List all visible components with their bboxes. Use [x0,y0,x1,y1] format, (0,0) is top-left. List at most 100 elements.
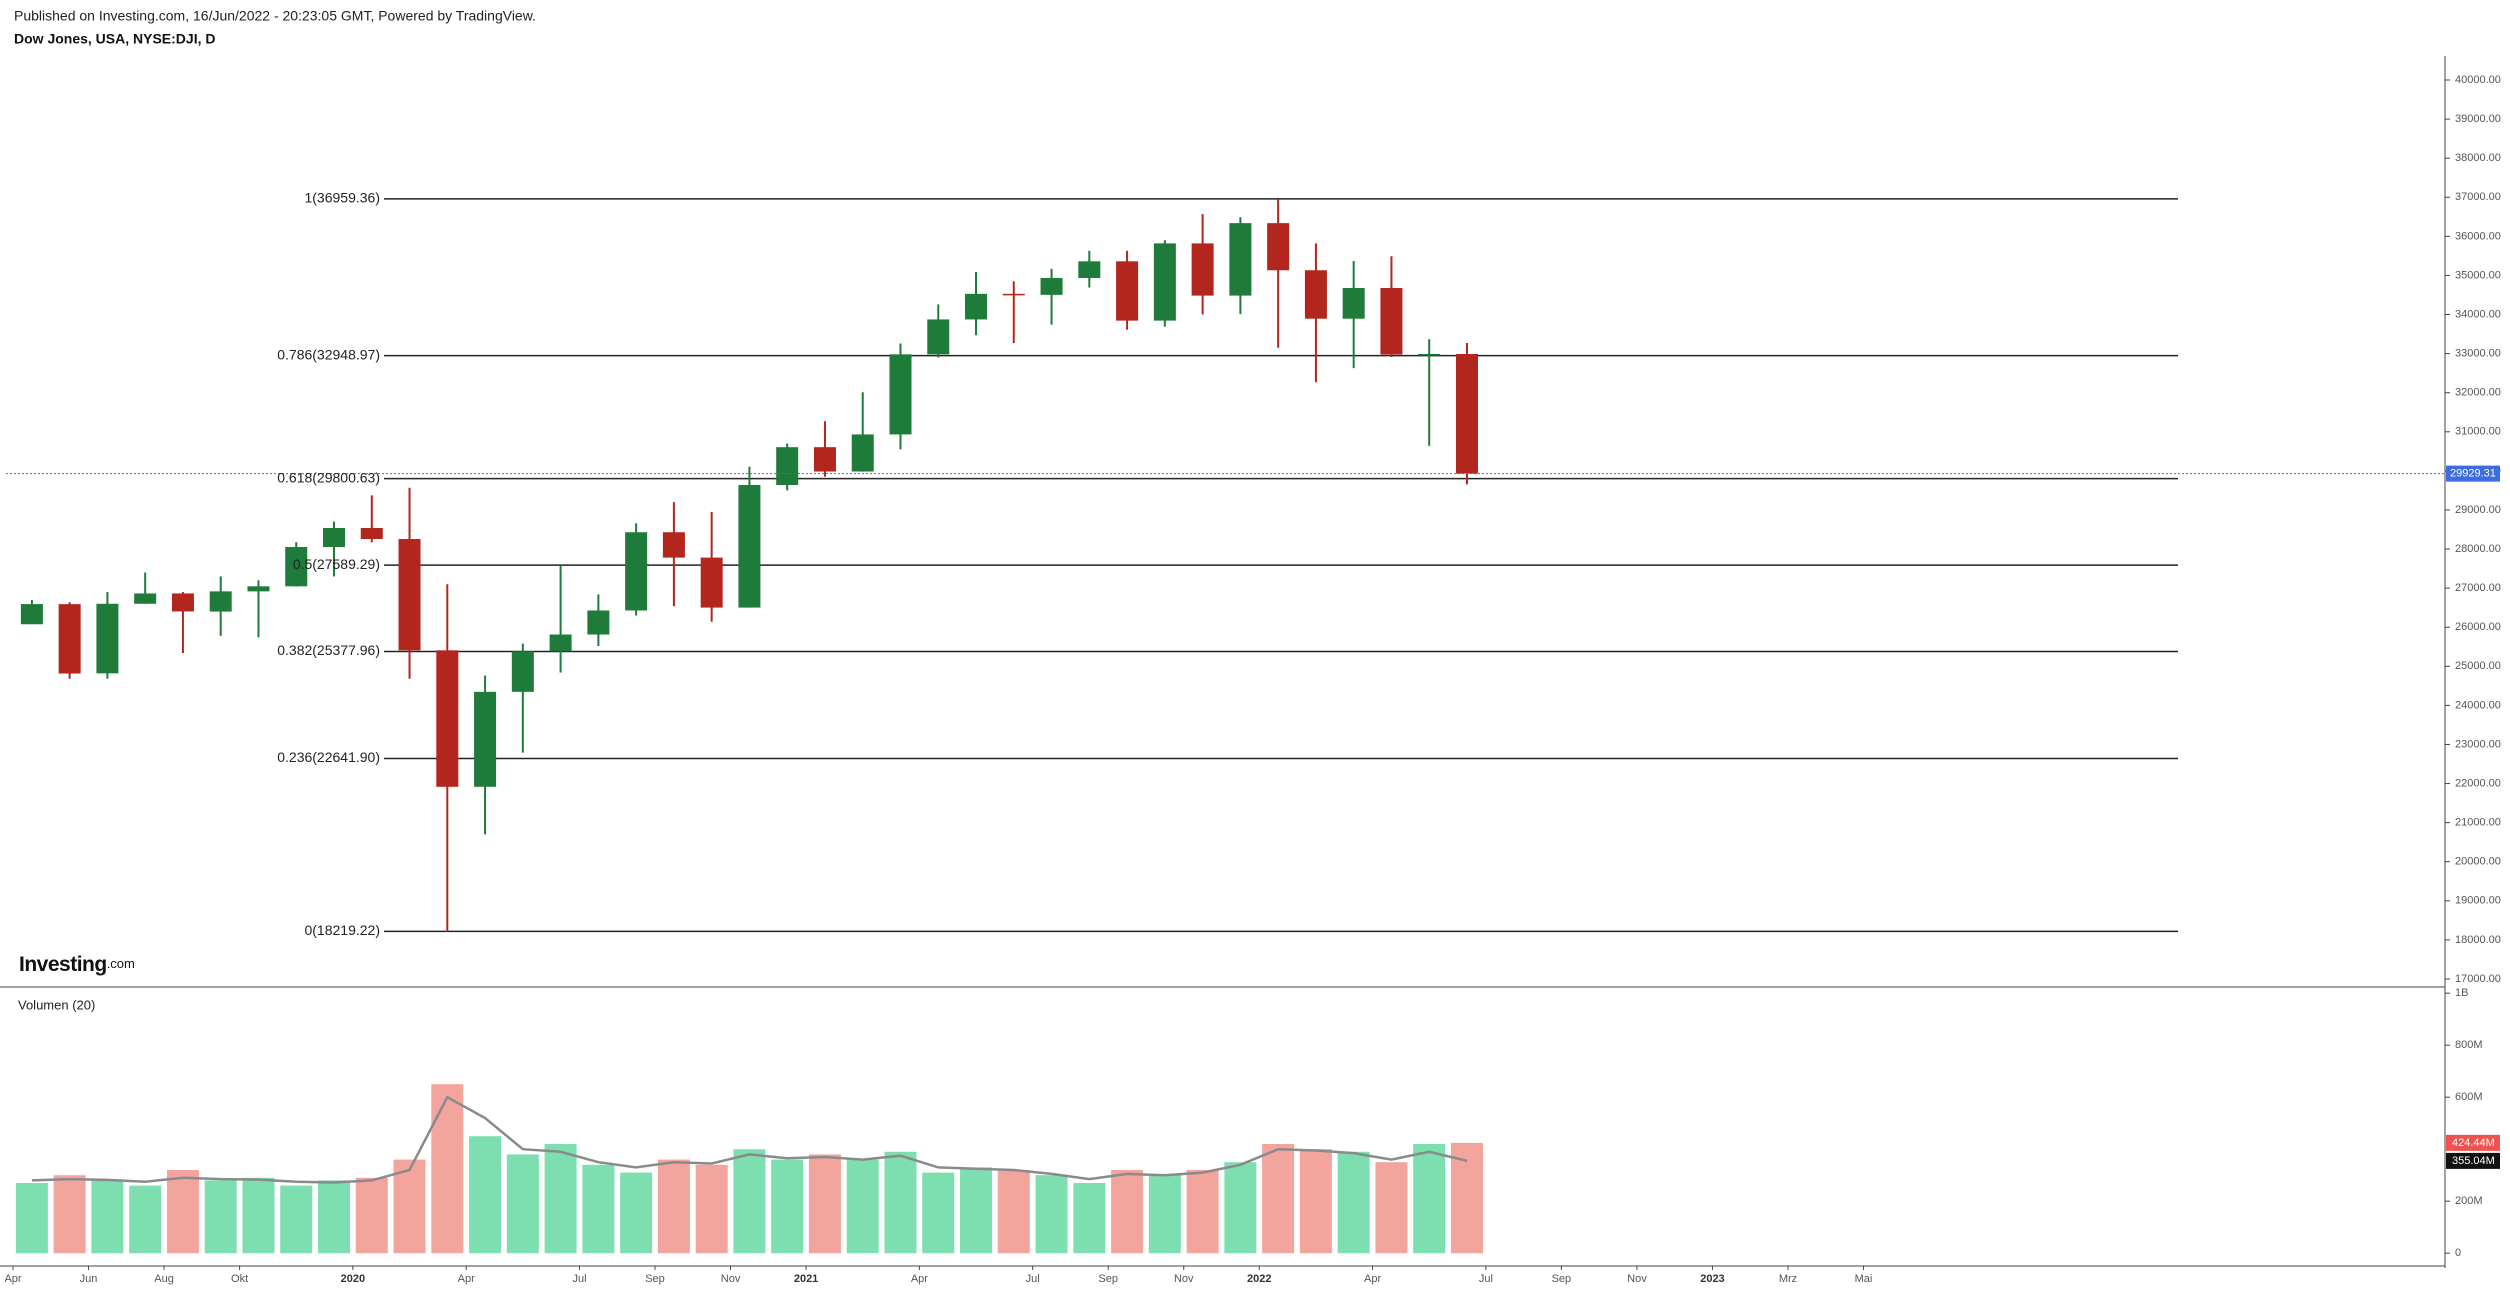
candle-body [134,593,157,604]
candle-body [1153,243,1176,321]
volume-bar [1262,1144,1295,1254]
y-tick-label: 20000.00 [2455,856,2501,868]
y-tick-label: 19000.00 [2455,895,2501,907]
candle-body [360,528,383,540]
x-tick-label: Apr [4,1273,21,1285]
fib-label: 0.382(25377.96) [277,642,380,658]
candle-body [776,447,799,486]
logo-main: Investing [19,953,107,976]
volume-bar [657,1159,690,1254]
y-tick-label: 800M [2455,1039,2483,1051]
volume-bar [242,1177,275,1254]
volume-last-box [2446,1134,2500,1151]
y-tick-label: 17000.00 [2455,973,2501,985]
volume-bar [1299,1149,1332,1254]
x-tick-label: Mai [1855,1273,1873,1285]
y-tick-label: 200M [2455,1195,2483,1207]
logo-suffix: .com [107,956,135,971]
volume-bar [204,1180,237,1254]
candle-body [1455,353,1478,474]
candle-body [511,651,534,692]
price-pane [6,198,2445,933]
candle-body [625,532,648,611]
fib-label: 0.5(27589.29) [293,556,380,572]
volume-bar [1413,1144,1446,1254]
x-tick-label: 2021 [794,1273,818,1285]
candle-body [247,586,270,592]
volume-bar [506,1154,539,1254]
candle-body [889,354,912,435]
y-tick-label: 32000.00 [2455,387,2501,399]
ma-last-box [2446,1152,2500,1169]
candle-body [285,547,308,587]
volume-bar [1073,1183,1106,1254]
candle-body [549,634,572,652]
volume-bar [1035,1175,1068,1254]
logo: Investing.com [19,953,135,976]
volume-bar [733,1149,766,1254]
candle-body [1267,223,1290,271]
x-tick-label: Nov [1627,1273,1647,1285]
volume-bar [544,1144,577,1254]
y-tick-label: 21000.00 [2455,817,2501,829]
candle-body [474,691,497,787]
volume-bar [15,1183,48,1254]
volume-bar [280,1185,313,1254]
y-tick-label: 34000.00 [2455,308,2501,320]
fib-label: 0(18219.22) [304,922,380,938]
x-tick-label: Apr [911,1273,928,1285]
candle-body [1002,293,1025,296]
y-tick-label: 27000.00 [2455,582,2501,594]
x-tick-label: Aug [154,1273,174,1285]
x-tick-label: Nov [721,1273,741,1285]
volume-bar [1375,1162,1408,1254]
candle-body [1116,261,1139,321]
candle-body [436,650,459,787]
volume-ma-line [31,1095,1468,1184]
volume-bar [997,1170,1030,1254]
volume-bar [1337,1151,1370,1254]
y-tick-label: 33000.00 [2455,348,2501,360]
x-tick-label: Jul [1026,1273,1040,1285]
y-tick-label: 25000.00 [2455,660,2501,672]
volume-bar [355,1177,388,1254]
candle-body [58,604,81,674]
candle-body [927,319,950,355]
candle-body [738,485,761,608]
y-tick-label: 23000.00 [2455,738,2501,750]
candle-body [20,604,43,625]
candle-body [96,603,119,674]
candle-body [323,528,346,548]
y-tick-label: 26000.00 [2455,621,2501,633]
candle-body [851,434,874,472]
volume-bar [620,1172,653,1254]
volume-bar [922,1172,955,1254]
volume-bar [469,1136,502,1254]
x-tick-label: Apr [458,1273,475,1285]
ma-last-label: 355.04M [2452,1155,2495,1167]
fib-label: 0.786(32948.97) [277,346,380,362]
candle-body [662,532,685,558]
y-tick-label: 31000.00 [2455,426,2501,438]
volume-bar [808,1154,841,1254]
volume-bar [1148,1175,1181,1254]
candle-body [587,610,610,635]
y-tick-label: 39000.00 [2455,113,2501,125]
fib-label: 1(36959.36) [304,190,380,206]
y-tick-label: 40000.00 [2455,74,2501,86]
candle-body [1191,243,1214,296]
y-tick-label: 22000.00 [2455,777,2501,789]
candle-body [700,557,723,608]
y-tick-label: 36000.00 [2455,230,2501,242]
x-tick-label: Sep [645,1273,665,1285]
volume-title: Volumen (20) [18,997,95,1012]
candle-body [398,539,421,651]
volume-last-label: 424.44M [2452,1137,2495,1149]
volume-bar [1224,1162,1257,1254]
candle-body [1040,277,1063,295]
x-tick-label: Jul [572,1273,586,1285]
volume-bar [318,1180,351,1254]
y-tick-label: 0 [2455,1247,2461,1259]
